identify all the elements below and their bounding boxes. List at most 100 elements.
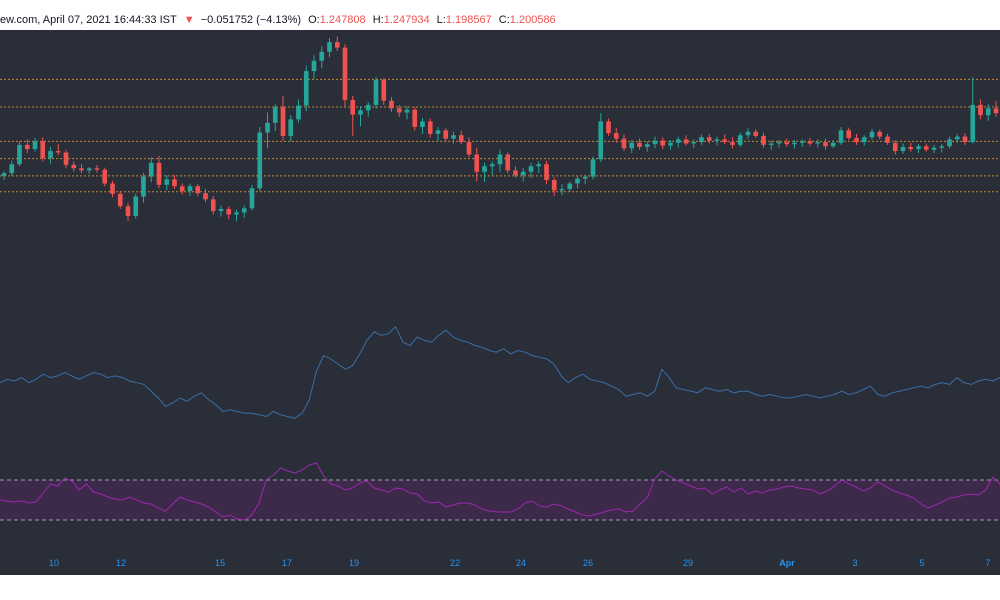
candle-body: [303, 71, 309, 106]
candle-body: [854, 137, 859, 143]
candle-body: [722, 139, 728, 143]
candle-body: [358, 110, 363, 115]
candle-body: [203, 193, 208, 200]
candle-body: [582, 176, 588, 179]
candlestick-series: [1, 36, 999, 222]
candle-body: [505, 154, 511, 171]
candle-body: [590, 159, 596, 177]
candle-body: [17, 144, 22, 165]
candle-body: [350, 100, 356, 115]
candle-body: [458, 135, 464, 143]
candle-body: [621, 138, 627, 149]
open-label: O:: [308, 14, 320, 26]
indicator-line: [0, 325, 1000, 419]
candle-body: [94, 168, 100, 170]
candle-body: [32, 141, 38, 150]
candle-body: [172, 179, 177, 187]
candle-body: [513, 170, 518, 176]
candle-body: [156, 162, 162, 185]
candle-body: [714, 139, 720, 141]
time-axis: 10 12 15 17 19 22 24 26 29 Apr 3 5 7: [49, 558, 991, 568]
low-label: L:: [436, 14, 446, 26]
candle-body: [908, 146, 914, 150]
candle-body: [528, 166, 534, 172]
candle-body: [86, 168, 92, 171]
candle-body: [226, 208, 232, 215]
candle-body: [288, 119, 294, 136]
candle-body: [784, 142, 790, 145]
candle-body: [613, 133, 619, 139]
candle-body: [257, 132, 263, 189]
high-value: 1.247934: [383, 14, 430, 26]
candle-body: [962, 136, 968, 143]
candle-body: [559, 188, 565, 191]
candle-body: [823, 142, 828, 147]
candle-body: [296, 105, 301, 120]
low-value: 1.198567: [445, 14, 492, 26]
candle-body: [954, 136, 960, 140]
candle-body: [389, 100, 394, 109]
chart-canvas[interactable]: 10 12 15 17 19 22 24 26 29 Apr 3 5 7: [0, 30, 1000, 575]
chart-svg[interactable]: 10 12 15 17 19 22 24 26 29 Apr 3 5 7: [0, 30, 1000, 575]
candle-body: [249, 188, 255, 209]
candle-body: [776, 142, 782, 144]
candle-body: [900, 146, 906, 152]
candle-body: [551, 180, 557, 191]
candle-body: [55, 151, 61, 153]
candle-body: [148, 162, 154, 177]
ohlc-readout: ew.com, April 07, 2021 16:44:33 IST ▼ −0…: [0, 14, 556, 27]
candle-body: [892, 142, 898, 152]
candle-body: [931, 147, 937, 150]
candle-body: [435, 130, 441, 134]
candle-body: [164, 179, 170, 185]
change-down-icon: ▼: [183, 14, 195, 26]
candle-body: [846, 130, 852, 138]
x-tick-label: 29: [683, 558, 693, 568]
candle-body: [815, 142, 821, 144]
candle-body: [427, 121, 433, 134]
candle-body: [133, 196, 139, 216]
footer-bar: [0, 575, 1000, 600]
candle-body: [420, 121, 425, 127]
candle-body: [241, 208, 247, 213]
candle-body: [24, 144, 30, 150]
candle-body: [644, 144, 650, 147]
source-timestamp: ew.com, April 07, 2021 16:44:33 IST: [0, 14, 177, 26]
candle-body: [838, 130, 844, 143]
rsi-band: [0, 480, 1000, 520]
candle-body: [234, 212, 239, 215]
candle-body: [187, 186, 193, 192]
x-tick-label: 24: [516, 558, 526, 568]
candle-body: [482, 166, 487, 172]
candle-body: [761, 135, 766, 145]
candle-body: [404, 109, 410, 113]
candle-body: [71, 164, 77, 169]
close-value: 1.200586: [509, 14, 556, 26]
candle-body: [280, 106, 286, 136]
candle-body: [652, 140, 658, 145]
candle-body: [916, 146, 921, 150]
candle-body: [691, 142, 697, 144]
candle-body: [745, 131, 751, 136]
candle-body: [606, 121, 611, 134]
open-value: 1.247808: [319, 14, 366, 26]
candle-body: [970, 104, 976, 143]
candle-body: [753, 131, 759, 136]
x-tick-label: 17: [282, 558, 292, 568]
rsi-line: [0, 462, 1000, 521]
candle-body: [342, 47, 348, 101]
candle-body: [830, 142, 836, 147]
candle-body: [861, 137, 867, 143]
candle-body: [319, 51, 325, 61]
candle-body: [334, 42, 340, 48]
candle-body: [598, 121, 604, 160]
candle-body: [474, 154, 480, 172]
x-tick-label: 10: [49, 558, 59, 568]
candle-body: [978, 104, 983, 116]
candle-body: [63, 152, 69, 165]
candle-body: [660, 140, 666, 146]
candle-body: [923, 146, 929, 150]
close-label: C:: [498, 14, 510, 26]
price-header: ew.com, April 07, 2021 16:44:33 IST ▼ −0…: [0, 0, 1000, 30]
candle-body: [40, 141, 46, 158]
